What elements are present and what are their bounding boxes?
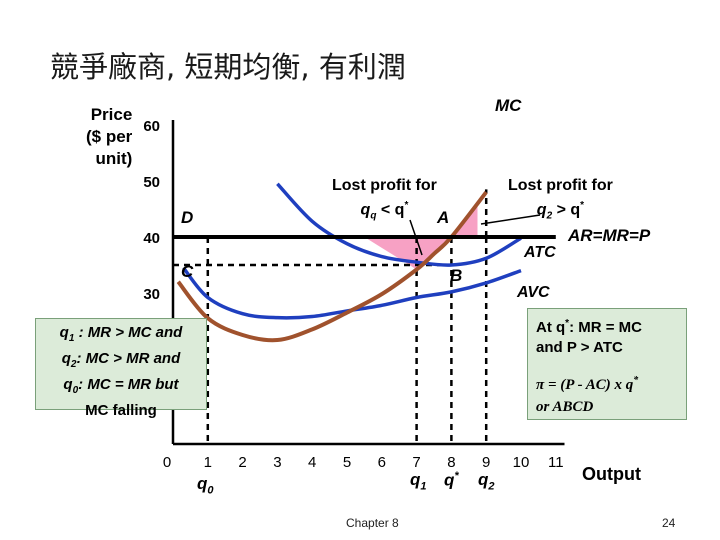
qstar-label: q* [444, 470, 459, 490]
y-tick-label: 30 [143, 286, 160, 303]
y-tick-label: 40 [143, 230, 160, 247]
mc-curve [176, 190, 488, 343]
atc-label: ATC [524, 244, 556, 261]
box-line: MC falling [85, 402, 157, 419]
y-axis-label: Price ($ per unit) [86, 104, 132, 170]
annotation-line: Lost profit for [332, 177, 437, 194]
box-line: q0: MC = MR but [63, 376, 179, 396]
x-tick-label: 11 [548, 454, 564, 471]
box-line: and P > ATC [536, 339, 623, 356]
annotation-line: qq < q* [360, 200, 409, 222]
atc-curve [276, 182, 522, 267]
q2-label: q2 [478, 470, 495, 493]
point-d-label: D [181, 208, 194, 227]
x-tick-label: 2 [238, 454, 246, 471]
chapter-label: Chapter 8 [346, 516, 399, 530]
y-axis-label-line: unit) [95, 149, 133, 168]
x-tick-label: 9 [482, 454, 490, 471]
y-axis-label-line: ($ per [86, 127, 133, 146]
marginal-conditions-box: q1 : MR > MC and q2: MC > MR and q0: MC … [35, 318, 207, 419]
mc-label: MC [495, 96, 522, 115]
price-line-label: AR=MR=P [568, 226, 651, 245]
x-axis-label: Output [582, 464, 641, 484]
point-b-label: B [450, 266, 463, 285]
q1-label: q1 [410, 470, 427, 493]
q0-label: q0 [197, 474, 214, 497]
avc-label: AVC [517, 284, 550, 301]
page-title: 競爭廠商, 短期均衡, 有利潤 [50, 50, 406, 84]
annotation-line: q2 > q* [536, 200, 585, 222]
x-tick-label: 3 [273, 454, 281, 471]
page-number: 24 [662, 516, 676, 530]
y-tick-label: 60 [143, 118, 160, 135]
x-tick-label: 4 [308, 454, 316, 471]
x-tick-label: 7 [412, 454, 420, 471]
annotation-line: Lost profit for [508, 177, 613, 194]
point-c-label: C [181, 262, 194, 281]
formula-line: π = (P - AC) x q* [536, 375, 639, 393]
lost-profit-q1-annotation: Lost profit for qq < q* [332, 176, 437, 227]
x-tick-label: 1 [204, 454, 212, 471]
x-tick-label: 6 [378, 454, 386, 471]
formula-line: or ABCD [536, 399, 594, 415]
x-tick-label: 10 [513, 454, 530, 471]
x-tick-label: 0 [163, 454, 171, 471]
annotation-arrow-q2 [480, 214, 541, 225]
annotation-arrow-q1 [409, 219, 423, 256]
x-tick-label: 5 [343, 454, 351, 471]
box-line: At q*: MR = MC [536, 318, 642, 336]
y-axis-label-line: Price [90, 105, 133, 124]
profit-conditions-box: At q*: MR = MC and P > ATC π = (P - AC) … [527, 308, 687, 420]
profit-formula: π = (P - AC) x q* or ABCD [536, 370, 686, 418]
lost-profit-region-q1 [364, 237, 452, 270]
lost-profit-q2-annotation: Lost profit for q2 > q* [508, 176, 613, 227]
box-line: q1 : MR > MC and [59, 324, 183, 344]
point-a-label: A [437, 208, 450, 227]
y-tick-label: 50 [143, 174, 160, 191]
box-line: q2: MC > MR and [61, 350, 181, 370]
x-tick-label: 8 [447, 454, 455, 471]
